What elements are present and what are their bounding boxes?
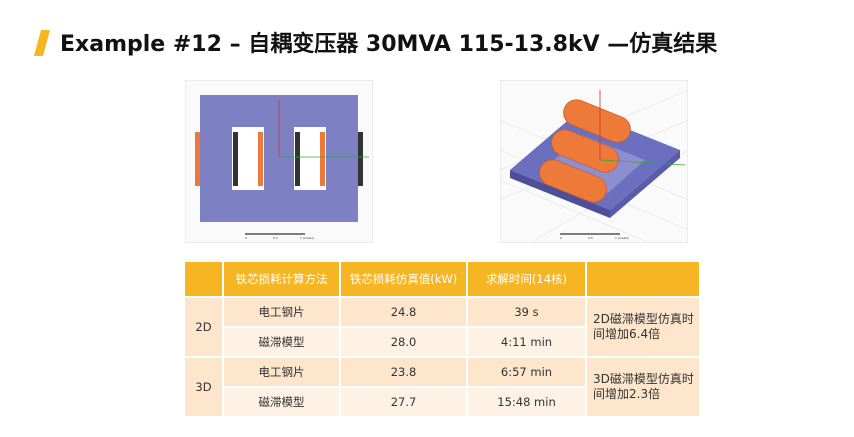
table-cell: 电工钢片 [222,296,341,328]
header-cell: 求解时间(14核) [466,260,587,298]
header-cell [183,260,224,298]
results-table: 铁芯损耗计算方法 铁芯损耗仿真值(kW) 求解时间(14核) 2D 电工钢片 24.8 39… [183,260,701,418]
table-row: 2D 电工钢片 24.8 39 s 2D磁滞模型仿真时间增加6.4倍 [183,296,701,358]
scale-label: 1 (meter) [615,236,629,240]
group-label: 2D [183,296,224,358]
group-note: 2D磁滞模型仿真时间增加6.4倍 [585,296,701,358]
scale-label: 0 [560,236,562,240]
group-label: 3D [183,356,224,418]
table-cell: 磁滞模型 [222,386,341,418]
group-note: 3D磁滞模型仿真时间增加2.3倍 [585,356,701,418]
header-cell: 铁芯损耗仿真值(kW) [339,260,468,298]
scale-label: 0.5 [588,236,593,240]
figure-2d: 0 0.5 1 (meter) [185,80,373,243]
header-cell [585,260,701,298]
table-cell: 27.7 [339,386,468,418]
slide-title: Example #12 – 自耦变压器 30MVA 115-13.8kV —仿真… [60,32,718,57]
scale-label: 0.5 [273,236,278,240]
table-row: 磁滞模型 28.0 4:11 min [184,326,700,358]
scale-label: 0 [245,236,247,240]
table-cell: 24.8 [339,296,468,328]
table-cell: 23.8 [339,356,468,388]
title-accent [34,30,50,56]
table-row: 3D 电工钢片 23.8 6:57 min 3D磁滞模型仿真时间增加2.3倍 [183,356,701,418]
table-cell: 39 s [466,296,587,328]
table-row: 磁滞模型 27.7 15:48 min [184,386,700,418]
table-cell: 15:48 min [466,386,587,418]
figure-3d: 0 0.5 1 (meter) [500,80,688,243]
table-cell: 28.0 [339,326,468,358]
header-row: 铁芯损耗计算方法 铁芯损耗仿真值(kW) 求解时间(14核) [183,260,701,298]
table-cell: 4:11 min [466,326,587,358]
table-cell: 电工钢片 [222,356,341,388]
table-cell: 6:57 min [466,356,587,388]
scale-label: 1 (meter) [300,236,314,240]
header-cell: 铁芯损耗计算方法 [222,260,341,298]
table-cell: 磁滞模型 [222,326,341,358]
